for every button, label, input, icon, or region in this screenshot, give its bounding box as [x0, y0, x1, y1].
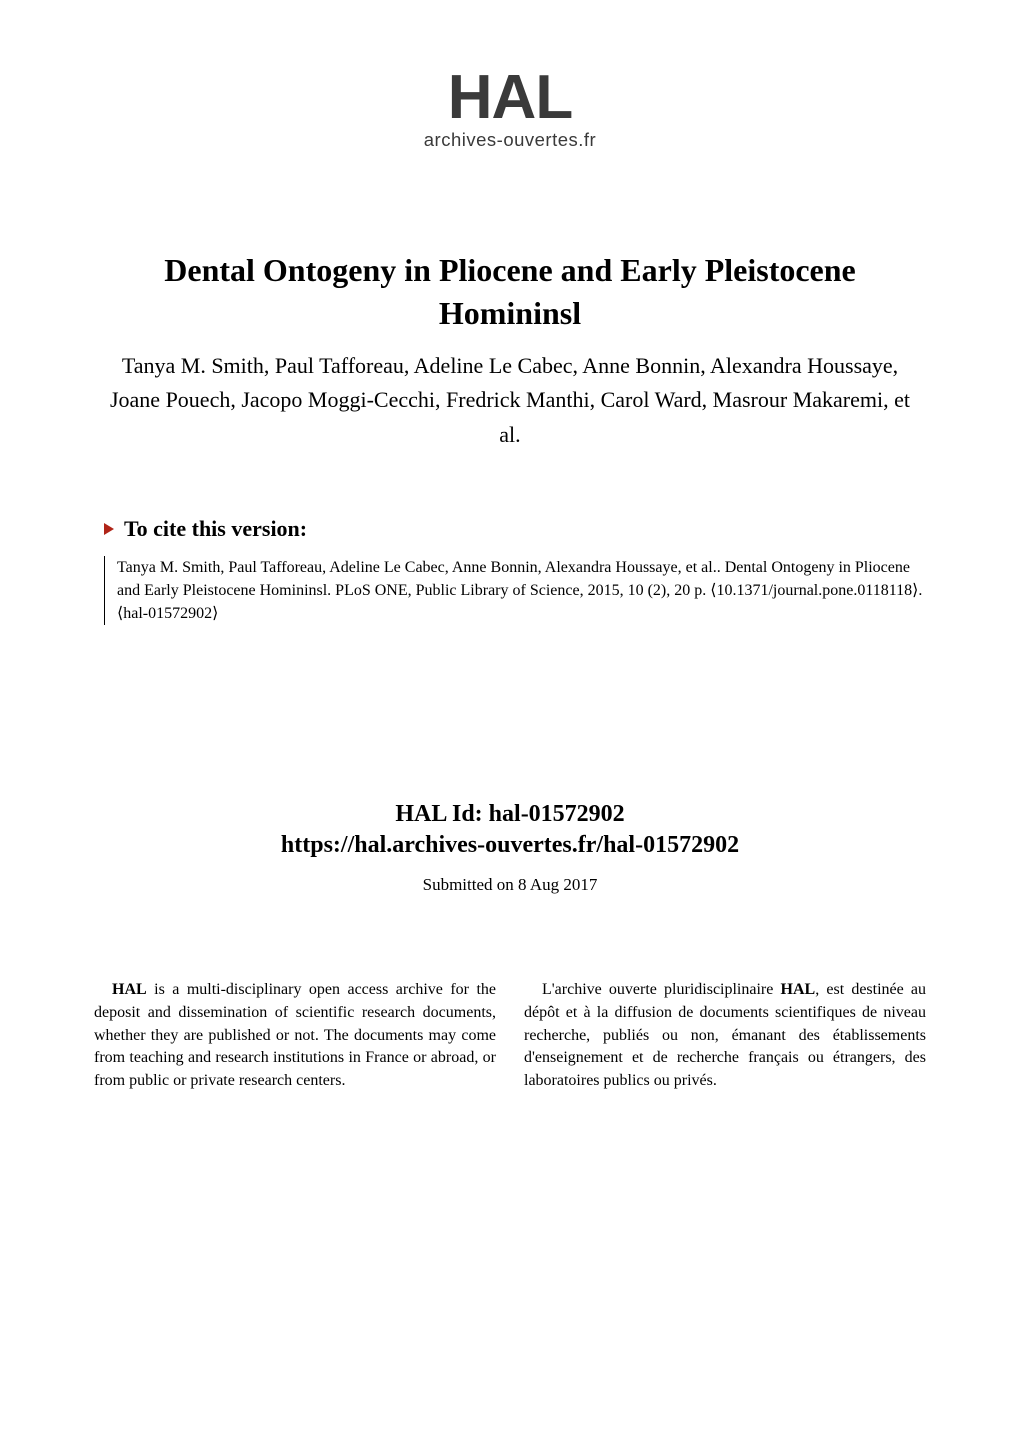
citation-body: Tanya M. Smith, Paul Tafforeau, Adeline … — [104, 556, 926, 626]
description-left: HAL is a multi-disciplinary open access … — [94, 979, 496, 1093]
description-columns: HAL is a multi-disciplinary open access … — [0, 979, 1020, 1093]
author-list: Tanya M. Smith, Paul Tafforeau, Adeline … — [90, 349, 930, 451]
triangle-right-icon — [104, 523, 114, 535]
submitted-date: Submitted on 8 Aug 2017 — [0, 875, 1020, 895]
hal-id-block: HAL Id: hal-01572902 https://hal.archive… — [0, 801, 1020, 895]
hal-logo: HAL archives-ouvertes.fr — [424, 62, 596, 151]
description-left-text: is a multi-disciplinary open access arch… — [94, 981, 496, 1089]
description-right: L'archive ouverte pluridisciplinaire HAL… — [524, 979, 926, 1093]
hal-id: HAL Id: hal-01572902 — [0, 801, 1020, 828]
title-block: Dental Ontogeny in Pliocene and Early Pl… — [0, 249, 1020, 452]
description-left-bold: HAL — [112, 981, 147, 998]
hal-logo-subtext: archives-ouvertes.fr — [424, 129, 596, 151]
paper-title: Dental Ontogeny in Pliocene and Early Pl… — [90, 249, 930, 335]
hal-logo-block: HAL archives-ouvertes.fr — [0, 0, 1020, 151]
hal-logo-text: HAL — [424, 62, 596, 133]
citation-heading: To cite this version: — [124, 516, 307, 542]
description-right-bold: HAL — [781, 981, 816, 998]
description-right-pre: L'archive ouverte pluridisciplinaire — [542, 981, 781, 998]
hal-url[interactable]: https://hal.archives-ouvertes.fr/hal-015… — [0, 832, 1020, 859]
citation-block: To cite this version: Tanya M. Smith, Pa… — [0, 516, 1020, 626]
citation-heading-row: To cite this version: — [104, 516, 926, 542]
